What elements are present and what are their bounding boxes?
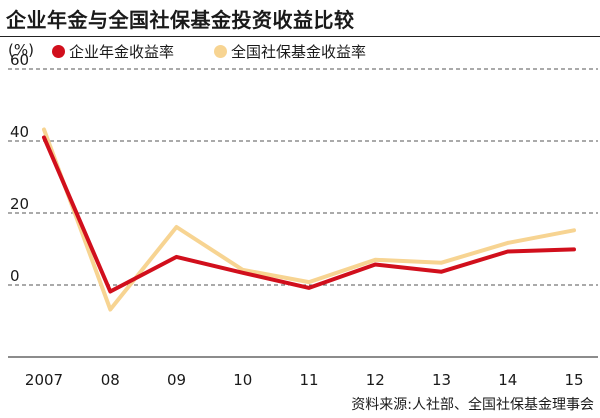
y-tick-label-20: 20: [10, 195, 29, 213]
legend-label-enterprise: 企业年金收益率: [69, 43, 175, 61]
legend-swatch-ssf: [214, 45, 227, 58]
y-axis-unit-label: (%): [8, 41, 34, 59]
y-tick-label-0: 0: [10, 267, 20, 285]
x-tick-label-08: 08: [101, 371, 120, 389]
x-tick-label-2007: 2007: [25, 371, 63, 389]
chart-title: 企业年金与全国社保基金投资收益比较: [6, 8, 355, 32]
x-tick-label-14: 14: [498, 371, 517, 389]
x-tick-label-12: 12: [366, 371, 385, 389]
x-tick-label-10: 10: [233, 371, 252, 389]
legend-item-ssf: 全国社保基金收益率: [214, 41, 366, 62]
legend-label-ssf: 全国社保基金收益率: [231, 43, 367, 61]
title-divider: [0, 36, 600, 37]
legend-swatch-enterprise: [52, 45, 65, 58]
y-tick-label-60: 60: [10, 51, 29, 69]
x-tick-label-15: 15: [564, 371, 583, 389]
legend-item-enterprise: 企业年金收益率: [52, 41, 174, 62]
x-tick-label-11: 11: [299, 371, 318, 389]
x-tick-label-13: 13: [432, 371, 451, 389]
series-line-enterprise-annuity: [42, 135, 576, 294]
y-tick-label-40: 40: [10, 123, 29, 141]
x-tick-label-09: 09: [167, 371, 186, 389]
source-note: 资料来源:人社部、全国社保基金理事会: [351, 397, 594, 413]
